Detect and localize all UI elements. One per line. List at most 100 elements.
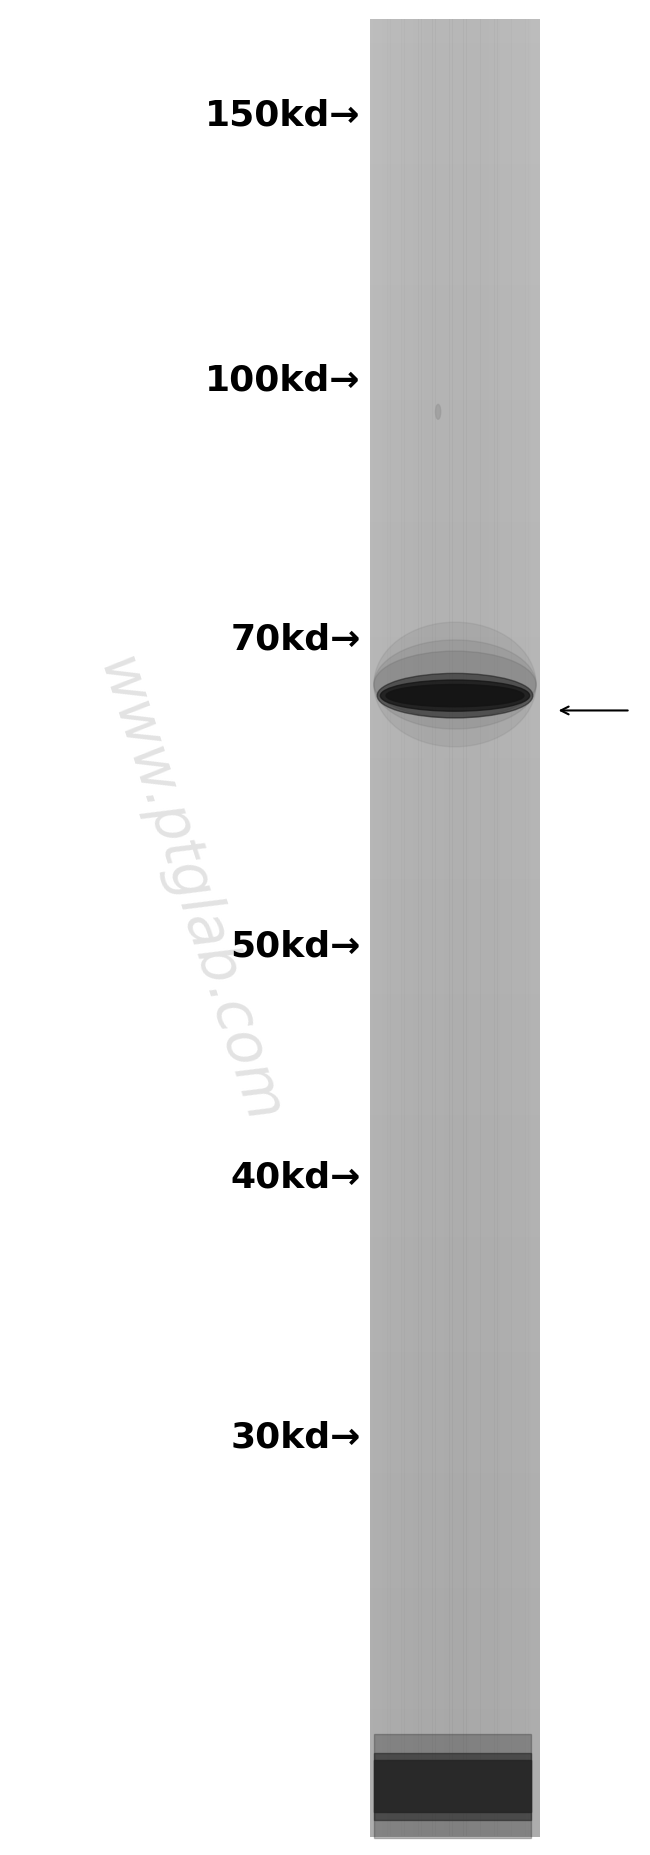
Bar — [370, 1527, 540, 1534]
Bar — [370, 1486, 540, 1491]
Bar — [370, 158, 540, 165]
Bar — [370, 1286, 540, 1291]
Bar — [370, 1376, 540, 1384]
Bar — [370, 1037, 540, 1044]
Bar — [370, 703, 540, 710]
Bar — [370, 315, 540, 323]
Bar — [370, 1503, 540, 1510]
Bar — [370, 1152, 540, 1159]
Ellipse shape — [386, 684, 524, 707]
Bar — [370, 43, 540, 50]
Bar — [370, 898, 540, 903]
Bar — [379, 19, 382, 1836]
Text: 100kd→: 100kd→ — [205, 364, 361, 397]
Bar — [370, 1024, 540, 1031]
Bar — [370, 1171, 540, 1176]
Bar — [370, 1430, 540, 1438]
Bar — [370, 1775, 540, 1783]
Bar — [370, 286, 540, 291]
Bar — [370, 564, 540, 571]
Bar — [370, 1794, 540, 1801]
Bar — [508, 19, 512, 1836]
Bar — [370, 850, 540, 855]
Bar — [370, 339, 540, 347]
Bar — [370, 352, 540, 358]
Bar — [370, 812, 540, 820]
Bar — [370, 642, 540, 649]
Bar — [370, 655, 540, 662]
Bar — [370, 746, 540, 753]
Bar — [370, 273, 540, 280]
Bar — [370, 358, 540, 365]
Bar — [370, 1460, 540, 1467]
Bar — [370, 163, 540, 171]
Bar — [370, 625, 540, 631]
Bar — [370, 1510, 540, 1516]
Bar — [370, 981, 540, 989]
Bar — [370, 1436, 540, 1443]
Bar — [370, 890, 540, 898]
Bar — [370, 1267, 540, 1274]
Bar — [407, 19, 410, 1836]
Bar — [370, 946, 540, 953]
Bar — [370, 85, 540, 93]
Bar — [385, 19, 387, 1836]
Bar — [373, 19, 376, 1836]
Bar — [370, 915, 540, 922]
Ellipse shape — [377, 673, 533, 718]
Bar — [419, 19, 421, 1836]
Bar — [370, 1163, 540, 1171]
Bar — [370, 1582, 540, 1590]
Bar — [497, 19, 500, 1836]
Bar — [370, 1588, 540, 1595]
Bar — [370, 200, 540, 208]
Bar — [370, 970, 540, 978]
Bar — [370, 1497, 540, 1504]
Bar — [370, 278, 540, 286]
Bar — [432, 19, 436, 1836]
Bar — [370, 1601, 540, 1606]
Bar — [370, 521, 540, 529]
Bar — [370, 1746, 540, 1753]
Bar — [514, 19, 517, 1836]
Bar — [370, 1569, 540, 1577]
Bar — [370, 922, 540, 928]
Bar — [531, 19, 534, 1836]
Bar — [370, 722, 540, 729]
Bar — [370, 473, 540, 480]
Bar — [370, 1237, 540, 1243]
Bar — [370, 1158, 540, 1165]
Bar — [370, 382, 540, 390]
Bar — [370, 933, 540, 940]
Bar — [370, 24, 540, 32]
Bar — [370, 824, 540, 831]
Bar — [370, 1115, 540, 1122]
Bar — [370, 412, 540, 419]
Bar — [370, 1000, 540, 1007]
Bar — [370, 1473, 540, 1480]
Bar — [370, 425, 540, 432]
Bar — [370, 855, 540, 863]
Bar — [370, 195, 540, 202]
Bar — [474, 19, 478, 1836]
Bar — [410, 19, 413, 1836]
Bar — [370, 128, 540, 135]
Bar — [370, 673, 540, 681]
Bar — [370, 1443, 540, 1449]
Bar — [370, 965, 540, 970]
Bar — [370, 601, 540, 607]
Bar — [370, 1358, 540, 1365]
Bar — [370, 395, 540, 401]
Bar — [370, 874, 540, 879]
Bar — [436, 19, 438, 1836]
Bar — [370, 1412, 540, 1419]
Bar — [370, 1406, 540, 1414]
Bar — [370, 115, 540, 122]
Bar — [370, 751, 540, 759]
Bar — [370, 1315, 540, 1323]
Bar — [370, 213, 540, 219]
Bar — [525, 19, 528, 1836]
Bar — [370, 1067, 540, 1074]
Bar — [370, 1733, 540, 1740]
Bar — [370, 1104, 540, 1109]
